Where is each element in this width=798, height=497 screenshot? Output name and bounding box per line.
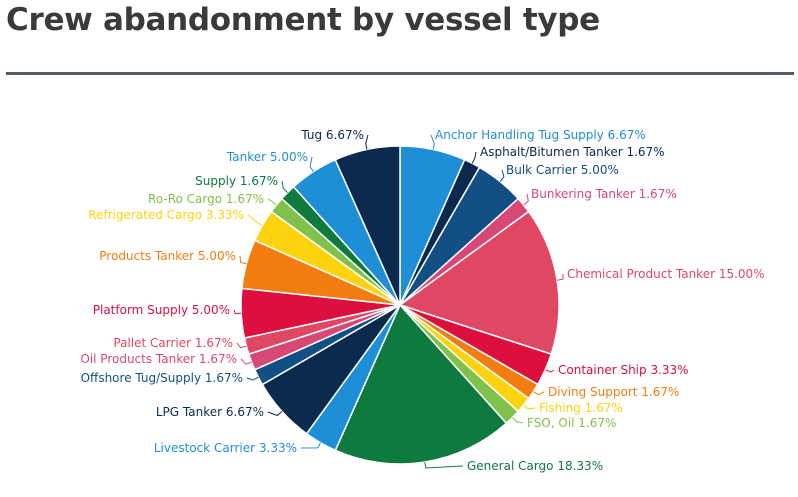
title-divider [6, 72, 794, 75]
leader-lines [233, 134, 564, 469]
leader-line [533, 391, 545, 396]
leader-line [246, 376, 259, 381]
slice-label: Tug 6.67% [300, 128, 364, 142]
leader-line [523, 193, 529, 206]
slice-label: Offshore Tug/Supply 1.67% [81, 371, 243, 385]
leader-line [545, 369, 555, 373]
leader-line [424, 461, 464, 469]
slice-label: Container Ship 3.33% [558, 363, 689, 377]
pie-slices [240, 145, 560, 465]
leader-line [267, 198, 277, 206]
leader-line [247, 214, 263, 226]
leader-line [471, 151, 477, 164]
leader-line [281, 180, 288, 193]
leader-line [267, 411, 283, 417]
pie-slice [334, 145, 401, 306]
leader-line [233, 309, 242, 315]
slice-label: Bunkering Tanker 1.67% [531, 187, 677, 201]
slice-label: Platform Supply 5.00% [93, 303, 230, 317]
slice-label: General Cargo 18.33% [467, 459, 603, 473]
slice-label: Oil Products Tanker 1.67% [80, 352, 237, 366]
slice-label: Tanker 5.00% [226, 150, 308, 164]
leader-line [365, 134, 369, 150]
leader-line [240, 358, 252, 365]
leader-line [236, 342, 247, 349]
slice-label: Fishing 1.67% [539, 401, 623, 415]
leader-line [300, 442, 322, 449]
leader-line [523, 404, 536, 410]
slice-label: Asphalt/Bitumen Tanker 1.67% [480, 145, 665, 159]
slice-label: Bulk Carrier 5.00% [506, 163, 619, 177]
leader-line [556, 274, 564, 281]
slice-label: Diving Support 1.67% [548, 385, 679, 399]
slice-label: Anchor Handling Tug Supply 6.67% [435, 128, 646, 142]
page-title: Crew abandonment by vessel type [6, 2, 600, 38]
slice-label: Products Tanker 5.00% [99, 249, 236, 263]
slice-label: Ro-Ro Cargo 1.67% [148, 192, 264, 206]
slice-label: Supply 1.67% [195, 174, 278, 188]
leader-line [499, 169, 505, 182]
slice-label: FSO, Oil 1.67% [527, 416, 616, 430]
leader-line [512, 417, 524, 424]
slice-label: Refrigerated Cargo 3.33% [88, 208, 244, 222]
slice-label: Pallet Carrier 1.67% [113, 336, 233, 350]
leader-line [239, 255, 247, 265]
pie-slice [398, 210, 560, 356]
leader-line [309, 156, 314, 172]
slice-label: Livestock Carrier 3.33% [154, 441, 297, 455]
leader-line [430, 134, 435, 150]
slice-labels: Anchor Handling Tug Supply 6.67% Asphalt/… [80, 128, 764, 473]
slice-label: Chemical Product Tanker 15.00% [567, 267, 765, 281]
slice-label: LPG Tanker 6.67% [156, 405, 264, 419]
